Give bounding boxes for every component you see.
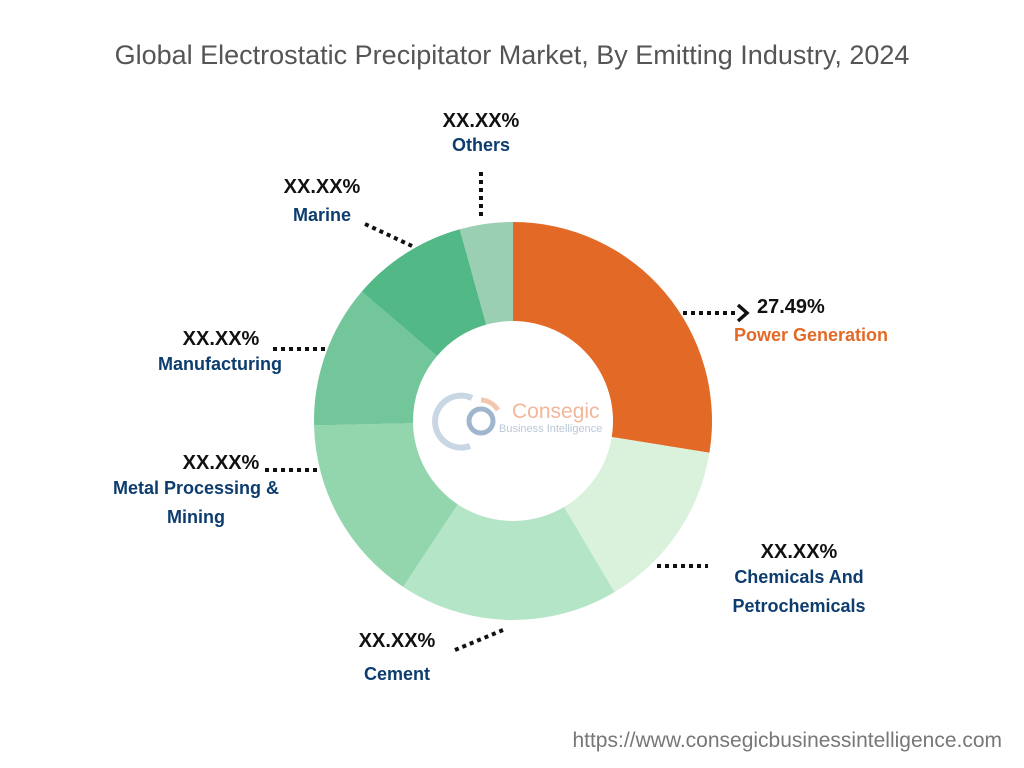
label-chemicals-1: Chemicals And [734, 567, 863, 587]
footer-url[interactable]: https://www.consegicbusinessintelligence… [572, 729, 1002, 752]
label-manufacturing: Manufacturing [158, 354, 282, 374]
pct-power: 27.49% [757, 296, 825, 318]
logo-tagline: Business Intelligence [499, 423, 602, 435]
slice-power-generation [513, 222, 712, 453]
logo-mark-icon [432, 392, 474, 451]
donut-slices [313, 222, 712, 621]
pct-chemicals: XX.XX% [761, 541, 838, 563]
label-marine: Marine [293, 205, 351, 225]
logo-name: Consegic [512, 400, 600, 423]
slice-others [459, 222, 513, 325]
leader-cement [454, 628, 504, 652]
label-metal-1: Metal Processing & [113, 478, 279, 498]
label-metal-2: Mining [167, 507, 225, 527]
pct-marine: XX.XX% [284, 176, 361, 198]
pct-others: XX.XX% [443, 110, 520, 132]
slice-marine [361, 229, 487, 356]
leader-marine [364, 222, 413, 248]
label-power: Power Generation [734, 325, 888, 345]
pct-manufacturing: XX.XX% [183, 328, 260, 350]
chart-title: Global Electrostatic Precipitator Market… [115, 40, 910, 70]
slice-cement [403, 504, 615, 621]
label-others: Others [452, 135, 510, 155]
arrow-right-icon [736, 303, 750, 323]
label-chemicals-2: Petrochemicals [732, 596, 865, 616]
slice-metal-processing-mining [314, 423, 458, 587]
pct-metal: XX.XX% [183, 452, 260, 474]
slice-chemicals-and-petrochemicals [564, 436, 710, 593]
pct-cement: XX.XX% [359, 630, 436, 652]
slice-manufacturing [313, 291, 438, 426]
center-logo: Consegic Business Intelligence [432, 392, 602, 451]
label-cement: Cement [364, 664, 430, 684]
